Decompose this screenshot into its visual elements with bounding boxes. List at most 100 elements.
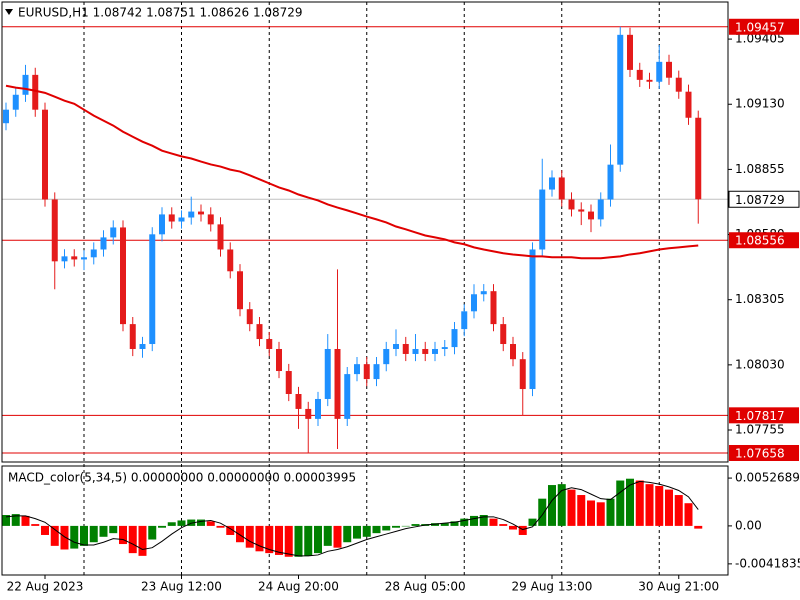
candle-body (441, 347, 448, 349)
macd-bar (236, 525, 244, 543)
macd-bar (479, 515, 488, 526)
macd-bar (148, 525, 157, 540)
macd-bar (80, 525, 88, 546)
macd-bar (89, 525, 98, 543)
x-tick-label: 23 Aug 12:00 (141, 580, 222, 594)
macd-bar (499, 524, 508, 526)
candle-body (207, 214, 214, 225)
macd-bar (596, 502, 605, 526)
candle-body (344, 374, 351, 419)
y-tick-label: 1.09405 (735, 32, 785, 46)
macd-bar (333, 525, 342, 548)
macd-bar (128, 525, 137, 554)
price-pane-title: EURUSD,H1 1.08742 1.08751 1.08626 1.0872… (18, 6, 303, 20)
candle-body (334, 348, 341, 419)
x-tick-label: 28 Aug 05:00 (385, 580, 466, 594)
candle-body (198, 211, 204, 215)
macd-bar (450, 521, 459, 526)
macd-bar (509, 525, 517, 530)
candle-body (237, 271, 243, 310)
price-pane-frame (1, 1, 729, 463)
candle-body (71, 256, 78, 260)
macd-bar (577, 495, 586, 526)
candle-body (695, 117, 702, 200)
candle-body (383, 348, 390, 365)
macd-pane-frame (1, 465, 729, 576)
symbol-menu-arrow[interactable] (5, 9, 13, 15)
candle-body (607, 164, 614, 200)
y-tick-label: 1.07755 (735, 423, 785, 437)
candle-body (480, 291, 487, 295)
macd-bar (206, 521, 215, 526)
macd-bar (323, 525, 332, 546)
candle-body (315, 398, 321, 419)
candle-body (412, 348, 419, 354)
candle-body (373, 364, 380, 380)
level-label: 1.09457 (735, 20, 785, 34)
macd-bar (343, 525, 352, 543)
candle-body (432, 348, 438, 354)
level-label: 1.07658 (735, 446, 785, 460)
candle-body (402, 344, 409, 354)
macd-bar (626, 478, 634, 526)
macd-bar (538, 498, 547, 526)
candle-body (110, 227, 117, 238)
x-tick-label: 30 Aug 21:00 (638, 580, 719, 594)
macd-bar (177, 520, 186, 526)
macd-bar (197, 519, 205, 526)
candle-body (217, 224, 224, 250)
macd-bar (2, 515, 10, 526)
current-price-box (728, 190, 800, 208)
candle-body (188, 211, 195, 218)
macd-bar (645, 484, 654, 526)
candle-body (685, 91, 692, 118)
candle-body (490, 291, 497, 325)
macd-bar (245, 525, 254, 548)
macd-bar (70, 525, 79, 549)
plot-layer (2, 2, 728, 575)
macd-bar (11, 514, 20, 526)
macd-bar (50, 525, 59, 546)
macd-bar (21, 515, 30, 526)
candle-body (451, 329, 458, 348)
candle-body (500, 324, 507, 345)
macd-bar (41, 525, 49, 535)
signal-line (5, 480, 699, 557)
macd-bar (694, 525, 703, 529)
candle-body (139, 344, 146, 349)
macd-bar (265, 525, 274, 554)
macd-bar (684, 503, 693, 526)
macd-bar (411, 524, 420, 526)
macd-bar (587, 500, 595, 526)
y-tick-label: 1.08855 (735, 162, 785, 176)
candle-body (90, 249, 97, 258)
macd-bar (635, 480, 644, 526)
candle-body (61, 256, 68, 262)
macd-bar (392, 525, 400, 528)
candle-body (22, 74, 29, 95)
candle-body (295, 394, 302, 409)
candle-body (246, 309, 253, 325)
candle-body (51, 199, 58, 262)
x-tick-label: 22 Aug 2023 (7, 580, 84, 594)
candle-body (588, 211, 594, 220)
candle-body (266, 339, 273, 349)
candle-body (42, 109, 48, 200)
macd-bar (167, 522, 176, 526)
candle-body (539, 189, 546, 250)
candle-body (178, 217, 185, 222)
macd-bar (226, 525, 235, 535)
macd-bar (275, 525, 283, 555)
candle-body (510, 344, 516, 360)
candle-body (324, 348, 331, 399)
y-tick-label: 0.00 (735, 518, 762, 532)
current-price-label: 1.08729 (735, 193, 785, 207)
level-label: 1.08556 (735, 234, 785, 248)
candle-body (363, 364, 370, 380)
candle-body (285, 371, 292, 395)
x-tick-label: 29 Aug 13:00 (512, 580, 593, 594)
macd-bar (665, 489, 673, 526)
macd-bar (548, 485, 556, 526)
macd-bar (460, 518, 469, 526)
